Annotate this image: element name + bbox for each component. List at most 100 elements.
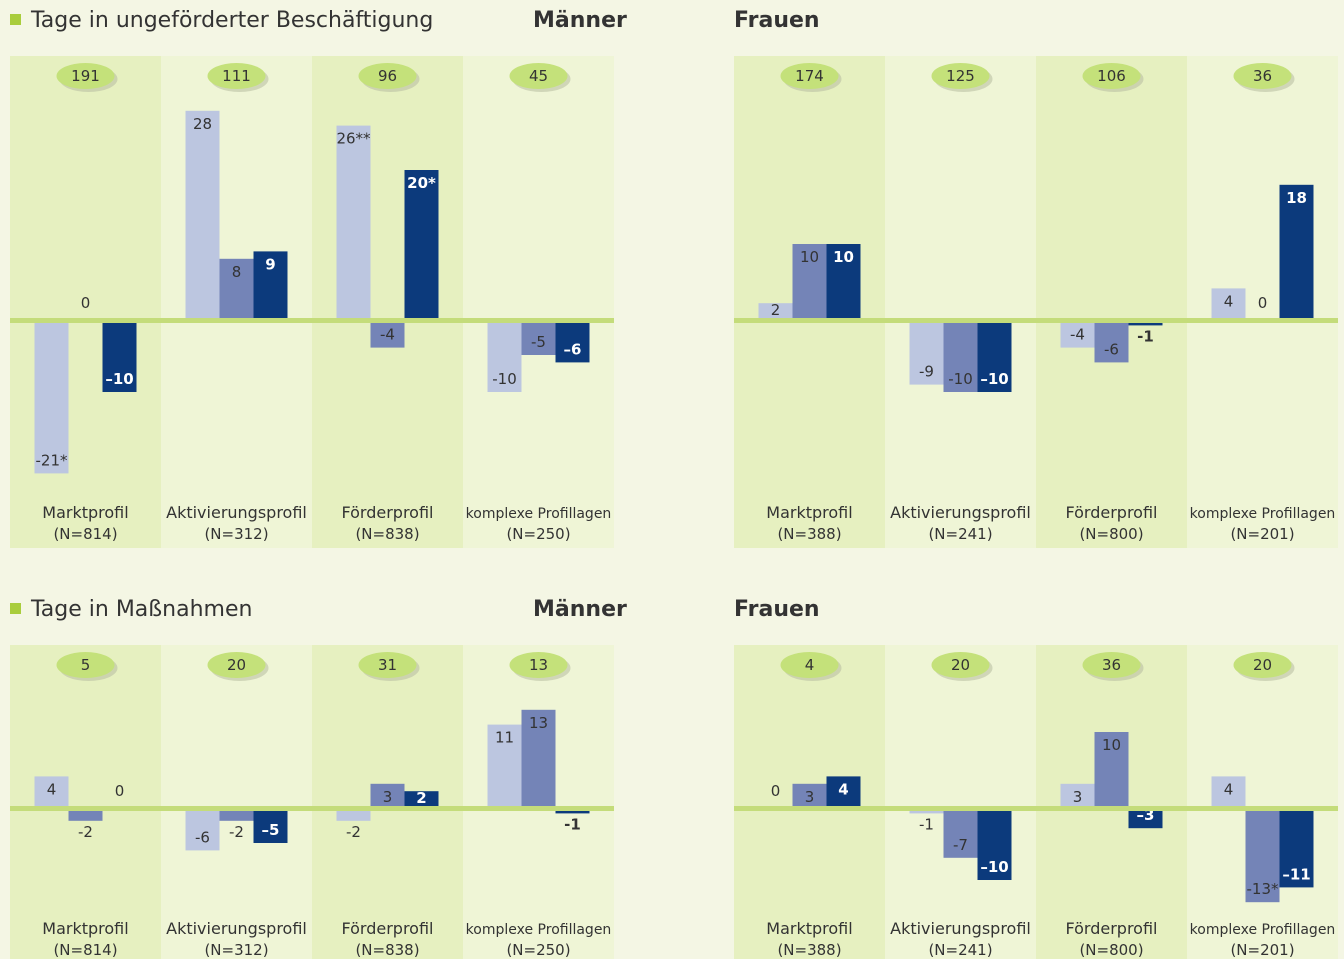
panel-label-men-measures: Männer [533, 597, 627, 622]
bar-mid [1094, 318, 1129, 363]
category-label: Aktivierungsprofil [890, 503, 1031, 522]
category-n-label: (N=201) [1230, 941, 1294, 959]
bar-value-label: -7 [953, 836, 968, 854]
total-oval [780, 652, 839, 678]
category-column-bg [161, 645, 312, 959]
bar-value-label: 4 [838, 780, 848, 798]
zero-baseline [10, 806, 614, 811]
bar-mid [521, 318, 556, 355]
bar-mid [943, 806, 978, 858]
total-value-label: 20 [1253, 656, 1272, 674]
category-label: Aktivierungsprofil [166, 919, 307, 938]
bar-value-label: –6 [564, 340, 582, 358]
bar-value-label: 18 [1286, 189, 1307, 207]
bar-mid [1245, 806, 1280, 903]
bar-dark [102, 318, 137, 392]
total-oval [1233, 63, 1292, 89]
bar-value-label: 0 [115, 782, 125, 800]
bar-value-label: -10 [492, 370, 517, 388]
bar-value-label: 10 [1102, 736, 1121, 754]
category-column-bg [10, 645, 161, 959]
panel-label-men-employment: Männer [533, 8, 627, 33]
bar-value-label: 9 [265, 255, 275, 273]
bar-dark [1128, 806, 1163, 829]
bar-light [34, 318, 69, 474]
bar-dark [826, 244, 861, 318]
bar-value-label: -6 [1104, 340, 1119, 358]
bar-dark [253, 806, 288, 843]
bar-value-label: -2 [229, 823, 244, 841]
bar-value-label: –10 [980, 370, 1008, 388]
bar-light [185, 110, 220, 318]
bar-light [34, 776, 69, 806]
bar-light [336, 125, 371, 318]
bar-mid [370, 783, 405, 806]
bar-light [487, 318, 522, 392]
category-column-bg [885, 56, 1036, 548]
total-value-label: 36 [1253, 67, 1272, 85]
bar-value-label: -13* [1247, 880, 1279, 898]
bar-mid [219, 258, 254, 318]
bar-dark [1279, 806, 1314, 888]
bar-value-label: 0 [81, 294, 91, 312]
section-title-measures: Tage in Maßnahmen [10, 597, 252, 622]
bar-value-label: 4 [47, 780, 57, 798]
bar-value-label: 4 [1224, 292, 1234, 310]
bar-mid [792, 244, 827, 318]
bar-value-label: 26** [336, 130, 371, 148]
bar-light [758, 303, 793, 318]
bar-light [1211, 288, 1246, 318]
bar-value-label: 3 [805, 788, 815, 806]
total-oval [56, 63, 115, 89]
total-value-label: 125 [946, 67, 975, 85]
bar-value-label: 28 [193, 115, 212, 133]
category-n-label: (N=838) [355, 525, 419, 543]
total-oval [1082, 63, 1141, 89]
category-label: Förderprofil [1066, 503, 1158, 522]
bar-value-label: -2 [78, 823, 93, 841]
total-value-label: 45 [529, 67, 548, 85]
category-n-label: (N=814) [53, 525, 117, 543]
bar-value-label: 10 [800, 248, 819, 266]
category-label: Förderprofil [342, 503, 434, 522]
category-label: Förderprofil [1066, 919, 1158, 938]
bar-mid [521, 709, 556, 806]
total-oval [931, 652, 990, 678]
bullet-square-icon [10, 602, 21, 614]
category-label: Förderprofil [342, 919, 434, 938]
bar-value-label: 2 [771, 301, 781, 319]
category-n-label: (N=838) [355, 941, 419, 959]
category-label: komplexe Profillagen [1190, 506, 1336, 522]
bar-value-label: 10 [833, 248, 854, 266]
bar-value-label: 0 [771, 782, 781, 800]
category-n-label: (N=814) [53, 941, 117, 959]
category-n-label: (N=250) [506, 941, 570, 959]
category-n-label: (N=250) [506, 525, 570, 543]
category-n-label: (N=800) [1079, 525, 1143, 543]
category-n-label: (N=241) [928, 525, 992, 543]
bar-value-label: 8 [232, 263, 242, 281]
bar-dark [977, 806, 1012, 880]
category-n-label: (N=241) [928, 941, 992, 959]
bar-value-label: -4 [380, 326, 395, 344]
bar-value-label: –10 [980, 858, 1008, 876]
bar-mid [943, 318, 978, 392]
total-value-label: 4 [805, 656, 815, 674]
bar-light [1211, 776, 1246, 806]
bar-value-label: -1 [564, 815, 581, 833]
total-value-label: 5 [81, 656, 91, 674]
category-column-bg [312, 56, 463, 548]
total-value-label: 96 [378, 67, 397, 85]
bar-value-label: -2 [346, 823, 361, 841]
total-value-label: 191 [71, 67, 100, 85]
total-oval [931, 63, 990, 89]
bar-value-label: 11 [495, 729, 514, 747]
total-oval [1082, 652, 1141, 678]
category-n-label: (N=388) [777, 941, 841, 959]
category-label: komplexe Profillagen [1190, 922, 1336, 938]
total-value-label: 36 [1102, 656, 1121, 674]
category-label: komplexe Profillagen [466, 922, 612, 938]
total-value-label: 13 [529, 656, 548, 674]
category-label: Marktprofil [766, 503, 852, 522]
bar-value-label: -21* [36, 451, 68, 469]
